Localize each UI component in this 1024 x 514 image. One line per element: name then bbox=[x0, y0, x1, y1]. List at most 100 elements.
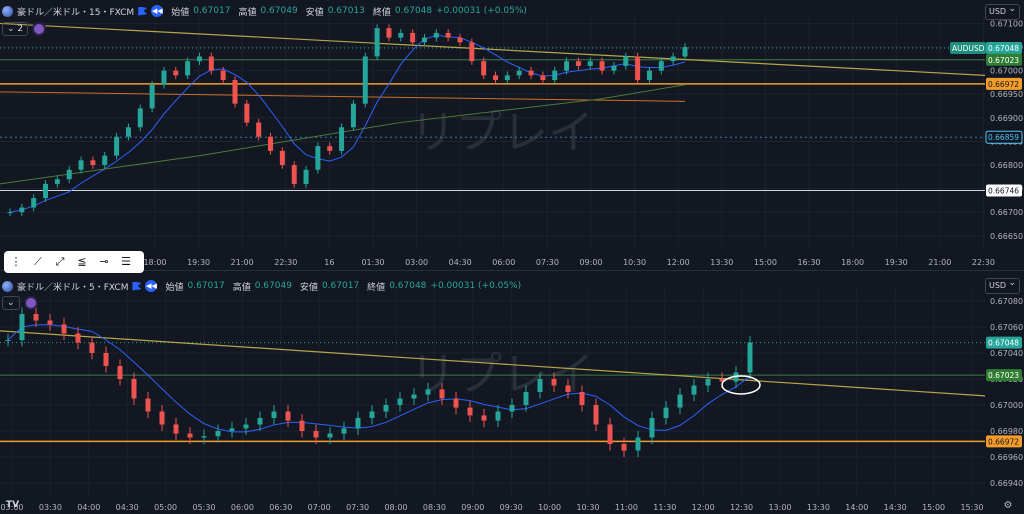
price-tick-label: 0.66940 bbox=[990, 479, 1023, 488]
ma-slow-line bbox=[0, 84, 686, 185]
bottom-indicator-toggle[interactable]: ⌄ bbox=[2, 296, 20, 310]
price-tick-label: 0.67000 bbox=[990, 67, 1023, 76]
price-tag-bg bbox=[986, 77, 1022, 90]
candle-body bbox=[161, 70, 167, 85]
candle-body bbox=[564, 61, 570, 71]
time-tick-label: 15:30 bbox=[960, 503, 983, 512]
close-value: 0.67048 bbox=[389, 281, 427, 291]
time-tick-label: 04:30 bbox=[449, 258, 472, 267]
candle-body bbox=[593, 405, 599, 425]
candle-body bbox=[565, 385, 571, 392]
flag-icon[interactable] bbox=[138, 6, 148, 16]
candle-body bbox=[658, 61, 664, 71]
candle-body bbox=[469, 42, 475, 62]
indicator-dot-icon[interactable] bbox=[34, 24, 45, 34]
time-tick-label: 21:00 bbox=[231, 258, 254, 267]
candle-body bbox=[397, 398, 403, 405]
price-tick-label: 0.67080 bbox=[990, 297, 1023, 306]
candle-body bbox=[355, 418, 361, 429]
candle-body bbox=[173, 424, 179, 434]
replay-icon[interactable]: ◀◀ bbox=[151, 5, 164, 17]
candle-body bbox=[691, 385, 697, 395]
candle-body bbox=[54, 179, 60, 184]
time-tick-label: 22:30 bbox=[274, 258, 297, 267]
replay-icon[interactable]: ◀◀ bbox=[145, 280, 158, 292]
candle-body bbox=[481, 61, 487, 76]
candle-body bbox=[663, 407, 669, 418]
time-tick-label: 14:30 bbox=[884, 503, 907, 512]
time-tick-label: 18:00 bbox=[841, 258, 864, 267]
candle-body bbox=[7, 212, 13, 214]
indicator-dot-icon[interactable] bbox=[25, 298, 36, 308]
time-tick-label: 11:00 bbox=[615, 503, 638, 512]
candle-body bbox=[398, 32, 404, 38]
candle-body bbox=[341, 428, 347, 434]
drawing-toolbar: ⋮ ⟋ ⤢ ≦ ⊸ ☰ bbox=[4, 251, 144, 273]
candle-body bbox=[621, 444, 627, 451]
candle-body bbox=[528, 70, 534, 76]
candle-body bbox=[229, 428, 235, 431]
bottom-symbol-title[interactable]: 豪ドル／米ドル・5・FXCM bbox=[17, 282, 129, 293]
parallel-icon[interactable]: ☰ bbox=[121, 255, 131, 268]
candle-body bbox=[623, 56, 629, 66]
top-watermark: リプレイ bbox=[410, 105, 594, 159]
time-tick-label: 09:30 bbox=[500, 503, 523, 512]
time-tick-label: 07:30 bbox=[536, 258, 559, 267]
candle-body bbox=[481, 415, 487, 421]
candle-body bbox=[551, 379, 557, 386]
price-tag-bg bbox=[986, 336, 1022, 349]
candle-body bbox=[19, 314, 25, 340]
trend-line-icon[interactable]: ⟋ bbox=[34, 255, 42, 268]
price-tag-bg bbox=[986, 41, 1022, 54]
ray-icon[interactable]: ⤢ bbox=[55, 255, 65, 268]
price-tag-label: 0.66972 bbox=[988, 80, 1019, 89]
candle-body bbox=[159, 411, 165, 425]
price-tick-label: 0.66900 bbox=[990, 114, 1023, 123]
candle-body bbox=[599, 61, 605, 71]
candle-body bbox=[433, 32, 439, 38]
candle-body bbox=[47, 320, 53, 325]
flag-icon[interactable] bbox=[132, 281, 142, 291]
candle-body bbox=[285, 411, 291, 421]
fib-icon[interactable]: ≦ bbox=[77, 255, 87, 268]
candle-body bbox=[279, 150, 285, 166]
candle-body bbox=[362, 56, 368, 104]
bottom-currency-select[interactable]: USD bbox=[985, 276, 1020, 294]
ma-fast-line bbox=[9, 34, 686, 213]
hline-icon[interactable]: ⊸ bbox=[99, 255, 109, 268]
candle-body bbox=[102, 155, 108, 166]
top-symbol-title[interactable]: 豪ドル／米ドル・15・FXCM bbox=[17, 7, 135, 18]
close-label: 終値 bbox=[372, 7, 391, 18]
candle-body bbox=[339, 127, 345, 151]
time-tick-label: 21:00 bbox=[928, 258, 951, 267]
candle-body bbox=[114, 136, 120, 156]
price-tag-bg bbox=[986, 53, 1022, 66]
top-currency-select[interactable]: USD bbox=[985, 2, 1020, 20]
drag-handle-icon[interactable]: ⋮ bbox=[10, 255, 22, 268]
time-tick-label: 03:30 bbox=[39, 503, 62, 512]
bottom-candles bbox=[5, 307, 753, 457]
candle-body bbox=[495, 411, 501, 421]
candle-body bbox=[635, 56, 641, 81]
candle-body bbox=[5, 340, 11, 341]
bottom-chart[interactable]: リプレイ 0.670800.670600.670400.670200.67000… bbox=[0, 270, 1024, 514]
high-label: 高値 bbox=[238, 7, 257, 18]
candle-body bbox=[196, 56, 202, 62]
low-label: 安値 bbox=[305, 7, 324, 18]
indicator-toggle[interactable]: ⌄ 2 bbox=[2, 22, 29, 36]
bottom-header: 豪ドル／米ドル・5・FXCM ◀◀ 始値 0.67017 高値 0.67049 安値… bbox=[2, 277, 521, 295]
time-tick-label: 10:00 bbox=[538, 503, 561, 512]
candle-body bbox=[232, 80, 238, 104]
candle-body bbox=[299, 420, 305, 431]
gear-icon[interactable]: ⚙ bbox=[1003, 500, 1013, 511]
candle-body bbox=[537, 379, 543, 392]
time-tick-label: 22:30 bbox=[972, 258, 995, 267]
time-tick-label: 10:30 bbox=[576, 503, 599, 512]
bottom-time-axis: 03:00 03:30 04:00 04:30 05:00 05:30 06:00 06:30… bbox=[0, 503, 983, 512]
candle-body bbox=[257, 418, 263, 425]
candle-body bbox=[66, 169, 72, 180]
time-tick-label: 06:00 bbox=[231, 503, 254, 512]
top-chart[interactable]: リプレイ 0.671000.670500.670000.669500.66900… bbox=[0, 0, 1024, 270]
time-tick-label: 09:00 bbox=[461, 503, 484, 512]
time-tick-label: 13:00 bbox=[768, 503, 791, 512]
